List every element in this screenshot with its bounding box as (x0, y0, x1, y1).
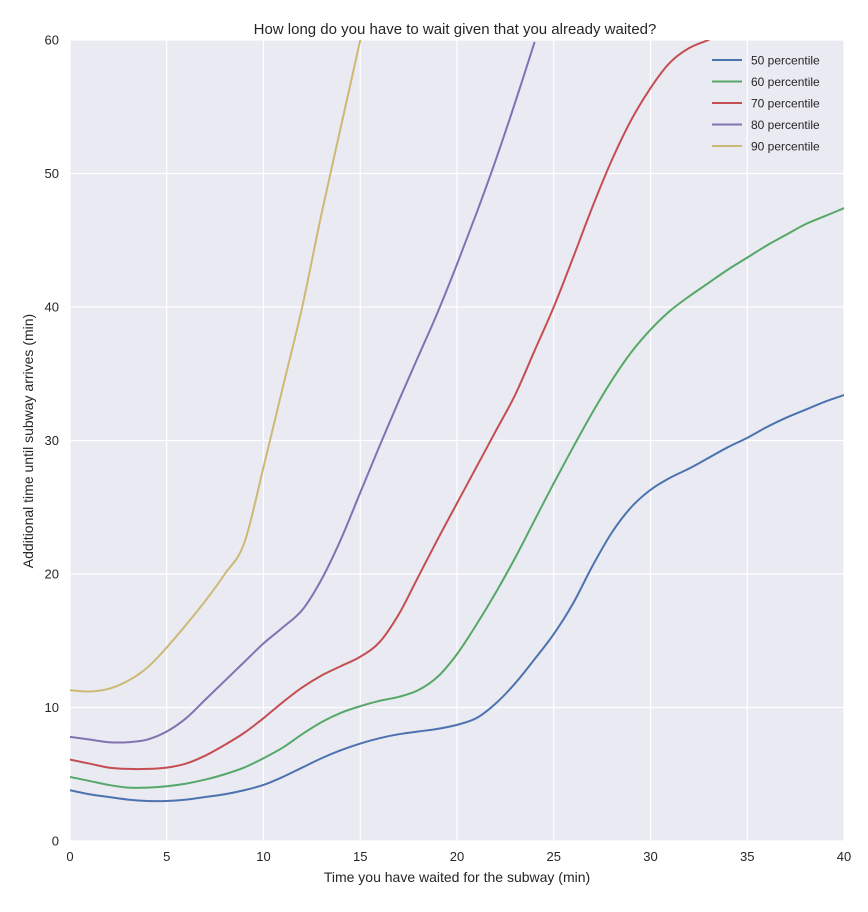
x-axis-label: Time you have waited for the subway (min… (324, 869, 590, 885)
y-tick-label: 50 (45, 166, 59, 181)
y-tick-label: 30 (45, 433, 59, 448)
x-tick-label: 40 (837, 849, 851, 864)
legend-label: 80 percentile (751, 118, 820, 132)
series-line-5 (70, 40, 362, 693)
legend-label: 50 percentile (751, 53, 820, 67)
x-tick-label: 25 (547, 849, 561, 864)
x-ticks: 0 5 10 15 20 25 30 35 40 (66, 849, 851, 864)
y-tick-label: 20 (45, 567, 59, 582)
series-line-3 (70, 40, 710, 771)
series-line-1 (70, 394, 844, 803)
series-layer (70, 40, 844, 803)
legend: 50 percentile 60 percentile 70 percentile 8… (712, 53, 820, 153)
x-tick-label: 15 (353, 849, 367, 864)
y-ticks: 0 10 20 30 40 50 60 (45, 33, 59, 849)
x-tick-label: 10 (256, 849, 270, 864)
y-tick-label: 0 (52, 834, 59, 849)
y-axis-label: Additional time until subway arrives (mi… (20, 314, 36, 568)
series-line-4 (70, 41, 536, 744)
legend-label: 90 percentile (751, 139, 820, 153)
series-line-2 (70, 207, 844, 789)
y-tick-label: 10 (45, 700, 59, 715)
y-tick-label: 40 (45, 300, 59, 315)
legend-label: 70 percentile (751, 96, 820, 110)
x-tick-label: 5 (163, 849, 170, 864)
legend-label: 60 percentile (751, 75, 820, 89)
x-tick-label: 35 (740, 849, 754, 864)
y-tick-label: 60 (45, 33, 59, 48)
x-tick-label: 30 (643, 849, 657, 864)
x-tick-label: 20 (450, 849, 464, 864)
grid (69, 39, 845, 842)
chart-title: How long do you have to wait given that … (254, 21, 657, 38)
x-tick-label: 0 (66, 849, 73, 864)
